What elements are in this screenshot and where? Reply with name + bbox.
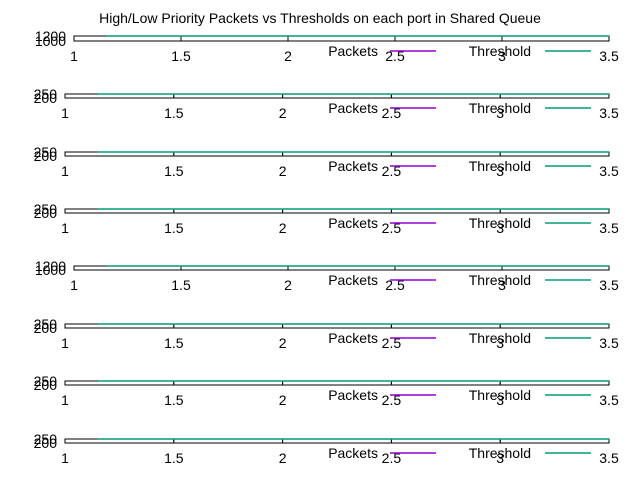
x-tick-label: 3.5 — [599, 48, 619, 64]
y-tick-label: 250 — [34, 144, 58, 160]
y-tick-label: 250 — [34, 431, 58, 447]
y-tick-label: 1000 — [35, 262, 66, 278]
y-tick-label: 1000 — [35, 33, 66, 49]
x-tick-label: 3 — [496, 450, 504, 466]
x-tick-label: 3.5 — [599, 163, 619, 179]
x-tick-label: 2.5 — [382, 392, 402, 408]
y-tick-label: 250 — [34, 316, 58, 332]
x-tick-label: 1 — [61, 335, 69, 351]
x-tick-label: 3 — [496, 105, 504, 121]
x-tick-label: 3.5 — [599, 450, 619, 466]
x-tick-label: 3 — [496, 335, 504, 351]
x-tick-label: 1.5 — [164, 163, 184, 179]
y-tick-label: 200 — [34, 320, 58, 336]
legend-label-packets: Packets — [328, 43, 378, 59]
legend-label-packets: Packets — [328, 215, 378, 231]
x-tick-label: 3.5 — [599, 277, 619, 293]
y-tick-label: 250 — [34, 86, 58, 102]
x-tick-label: 3 — [496, 392, 504, 408]
x-tick-label: 2.5 — [382, 163, 402, 179]
legend-label-threshold: Threshold — [469, 158, 531, 174]
x-tick-label: 3 — [496, 163, 504, 179]
y-tick-label: 200 — [34, 148, 58, 164]
legend-label-threshold: Threshold — [469, 445, 531, 461]
y-tick-label: 200 — [34, 377, 58, 393]
y-tick-label: 200 — [34, 205, 58, 221]
x-tick-label: 2 — [284, 48, 292, 64]
legend-label-threshold: Threshold — [469, 272, 531, 288]
x-tick-label: 1 — [61, 392, 69, 408]
legend-label-packets: Packets — [328, 158, 378, 174]
x-tick-label: 2 — [284, 277, 292, 293]
y-tick-label: 250 — [34, 373, 58, 389]
x-tick-label: 2 — [279, 220, 287, 236]
x-tick-label: 3 — [496, 220, 504, 236]
x-tick-label: 3 — [498, 48, 506, 64]
x-tick-label: 1.5 — [164, 392, 184, 408]
x-tick-label: 2 — [279, 105, 287, 121]
legend-label-threshold: Threshold — [469, 215, 531, 231]
x-tick-label: 1.5 — [164, 335, 184, 351]
x-tick-label: 2.5 — [382, 450, 402, 466]
x-tick-label: 1 — [70, 277, 78, 293]
x-tick-label: 1 — [61, 163, 69, 179]
x-tick-label: 2 — [279, 450, 287, 466]
y-tick-label: 250 — [34, 201, 58, 217]
x-tick-label: 2.5 — [382, 335, 402, 351]
legend-label-packets: Packets — [328, 445, 378, 461]
legend-label-packets: Packets — [328, 387, 378, 403]
chart-title: High/Low Priority Packets vs Thresholds … — [99, 10, 541, 26]
x-tick-label: 1.5 — [164, 105, 184, 121]
x-tick-label: 1.5 — [164, 220, 184, 236]
x-tick-label: 2 — [279, 163, 287, 179]
x-tick-label: 2.5 — [385, 48, 405, 64]
legend-label-packets: Packets — [328, 100, 378, 116]
x-tick-label: 1.5 — [171, 48, 191, 64]
y-tick-label: 200 — [34, 90, 58, 106]
x-tick-label: 3.5 — [599, 105, 619, 121]
x-tick-label: 1 — [61, 220, 69, 236]
x-tick-label: 2.5 — [382, 105, 402, 121]
x-tick-label: 3.5 — [599, 335, 619, 351]
x-tick-label: 1 — [61, 450, 69, 466]
legend-label-packets: Packets — [328, 272, 378, 288]
x-tick-label: 1 — [70, 48, 78, 64]
x-tick-label: 2.5 — [382, 220, 402, 236]
x-tick-label: 2 — [279, 392, 287, 408]
y-tick-label: 200 — [34, 435, 58, 451]
legend-label-packets: Packets — [328, 330, 378, 346]
legend-label-threshold: Threshold — [469, 330, 531, 346]
x-tick-label: 2 — [279, 335, 287, 351]
x-tick-label: 1.5 — [171, 277, 191, 293]
legend-label-threshold: Threshold — [469, 43, 531, 59]
x-tick-label: 3.5 — [599, 392, 619, 408]
x-tick-label: 1.5 — [164, 450, 184, 466]
legend-label-threshold: Threshold — [469, 387, 531, 403]
x-tick-label: 2.5 — [385, 277, 405, 293]
x-tick-label: 3.5 — [599, 220, 619, 236]
x-tick-label: 1 — [61, 105, 69, 121]
x-tick-label: 3 — [498, 277, 506, 293]
legend-label-threshold: Threshold — [469, 100, 531, 116]
y-tick-label: 1200 — [35, 258, 66, 274]
y-tick-label: 1200 — [35, 28, 66, 44]
